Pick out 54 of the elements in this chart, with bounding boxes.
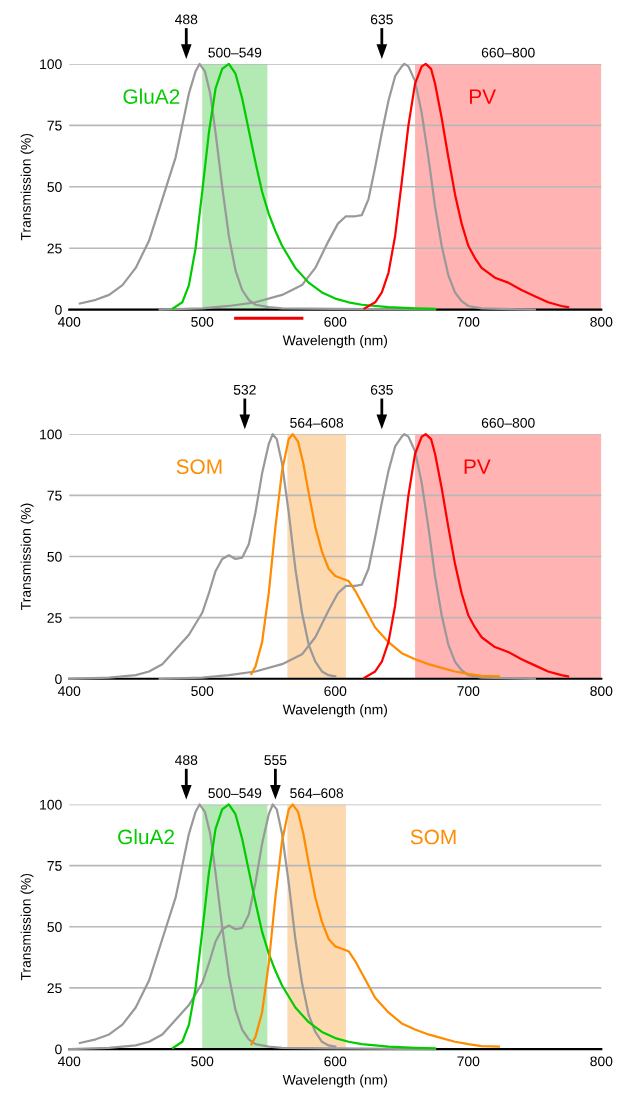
y-tick-label: 100 [40, 429, 62, 440]
x-tick-label: 500 [191, 686, 214, 696]
x-tick-label: 600 [324, 686, 347, 696]
y-tick-label: 25 [47, 243, 62, 254]
x-tick-label: 800 [590, 686, 613, 696]
y-tick-label: 25 [47, 983, 62, 994]
y-tick-label: 50 [47, 182, 62, 192]
text: SOM [176, 459, 222, 475]
y-tick-label: 100 [40, 799, 62, 810]
x-tick-label: 700 [457, 1056, 480, 1067]
series-label: GluA2 [118, 829, 174, 845]
band-label: 564–608 [290, 417, 344, 428]
x-tick-label: 800 [590, 1056, 613, 1067]
x-tick-label: 400 [57, 686, 81, 696]
y-tick-label: 0 [55, 1044, 62, 1055]
text: SOM [410, 829, 456, 845]
band-label: 500–549 [208, 788, 262, 799]
x-tick-label: 400 [57, 1056, 81, 1067]
y-tick-label: 0 [55, 305, 62, 315]
series-label: GluA2 [123, 88, 180, 104]
y-tick-label: 0 [55, 674, 62, 684]
band-label: 500–549 [208, 47, 262, 58]
series-label: PV [464, 459, 491, 474]
series-label: PV [470, 89, 496, 104]
x-tick-label: 600 [324, 1056, 347, 1067]
y-tick-label: 50 [47, 922, 62, 932]
annotation: 635 [370, 14, 393, 25]
y-tick-label: 25 [47, 613, 62, 623]
y-axis-title: Transmission (%) [20, 503, 34, 610]
annotation: 488 [175, 755, 198, 766]
y-tick-label: 75 [47, 861, 62, 871]
annotation: 488 [175, 14, 198, 25]
x-axis-title: Wavelength (nm) [282, 704, 388, 718]
band-label: 660–800 [481, 417, 535, 428]
x-tick-label: 700 [457, 686, 480, 696]
x-tick-label: 800 [590, 316, 613, 327]
x-tick-label: 500 [191, 316, 214, 327]
band-label: 660–800 [481, 47, 535, 58]
annotation: 635 [370, 384, 393, 395]
x-tick-label: 600 [324, 316, 347, 327]
y-tick-label: 75 [47, 490, 62, 501]
y-tick-label: 50 [47, 551, 62, 562]
x-tick-label: 400 [57, 316, 81, 327]
x-tick-label: 500 [191, 1056, 214, 1067]
x-axis-title: Wavelength (nm) [282, 1074, 388, 1088]
x-tick-label: 700 [457, 316, 480, 327]
y-tick-label: 100 [40, 59, 62, 70]
x-axis-title: Wavelength (nm) [282, 335, 388, 349]
annotation: 555 [264, 755, 287, 766]
y-axis-title: Transmission (%) [20, 133, 34, 241]
band-label: 564–608 [290, 788, 344, 799]
annotation: 532 [233, 384, 256, 395]
y-tick-label: 75 [47, 120, 62, 131]
y-axis-title: Transmission (%) [20, 873, 34, 981]
